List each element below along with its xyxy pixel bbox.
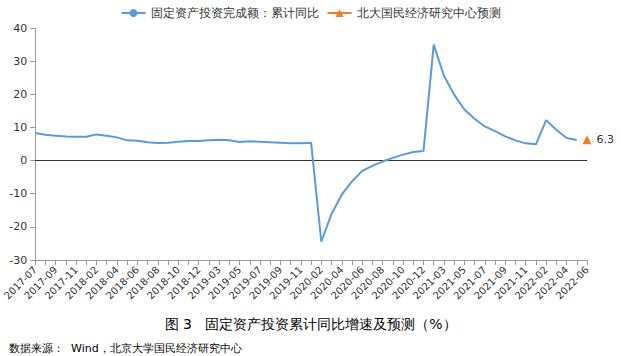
svg-text:40: 40 [13,22,27,35]
svg-text:2017-11: 2017-11 [42,264,80,302]
svg-text:2021-07: 2021-07 [451,264,489,302]
svg-text:6.3: 6.3 [597,133,615,146]
svg-text:2021-03: 2021-03 [410,264,448,302]
svg-text:2020-02: 2020-02 [287,264,326,302]
svg-text:2018-08: 2018-08 [124,264,162,302]
svg-text:2020-04: 2020-04 [308,264,346,302]
svg-text:2020-06: 2020-06 [328,264,367,302]
svg-text:2022-04: 2022-04 [533,264,571,302]
svg-text:2020-10: 2020-10 [369,264,407,302]
svg-text:2019-11: 2019-11 [267,264,305,302]
svg-text:2020-12: 2020-12 [390,264,428,302]
svg-text:2022-06: 2022-06 [554,264,591,301]
svg-text:2018-06: 2018-06 [104,264,142,302]
svg-text:2018-04: 2018-04 [83,264,121,302]
svg-text:2019-09: 2019-09 [247,264,285,302]
svg-text:2018-02: 2018-02 [63,264,101,302]
svg-text:图 3 固定资产投资累计同比增速及预测（%）: 图 3 固定资产投资累计同比增速及预测（%） [164,316,456,332]
svg-text:2017-07: 2017-07 [1,264,40,302]
svg-text:2020-08: 2020-08 [349,264,387,302]
svg-text:30: 30 [13,55,27,68]
svg-text:-20: -20 [9,220,27,233]
svg-text:2017-09: 2017-09 [22,264,60,302]
svg-text:2019-03: 2019-03 [185,264,223,302]
svg-text:数据来源： Wind，北京大学国民经济研究中心: 数据来源： Wind，北京大学国民经济研究中心 [9,342,242,355]
svg-text:-30: -30 [9,254,27,267]
svg-text:2021-11: 2021-11 [492,264,530,302]
svg-text:2021-05: 2021-05 [431,264,469,302]
svg-text:固定资产投资完成额：累计同比: 固定资产投资完成额：累计同比 [151,6,319,20]
svg-text:2018-12: 2018-12 [165,264,203,302]
svg-text:0: 0 [20,154,27,167]
svg-text:2019-07: 2019-07 [226,264,264,302]
svg-text:2018-10: 2018-10 [144,264,183,302]
svg-text:20: 20 [13,88,27,101]
svg-text:2021-09: 2021-09 [471,264,510,302]
svg-text:-10: -10 [9,187,27,200]
svg-text:2019-05: 2019-05 [206,264,244,302]
svg-text:2022-02: 2022-02 [512,264,550,302]
svg-text:北大国民经济研究中心预测: 北大国民经济研究中心预测 [357,6,501,20]
svg-text:10: 10 [13,121,27,134]
